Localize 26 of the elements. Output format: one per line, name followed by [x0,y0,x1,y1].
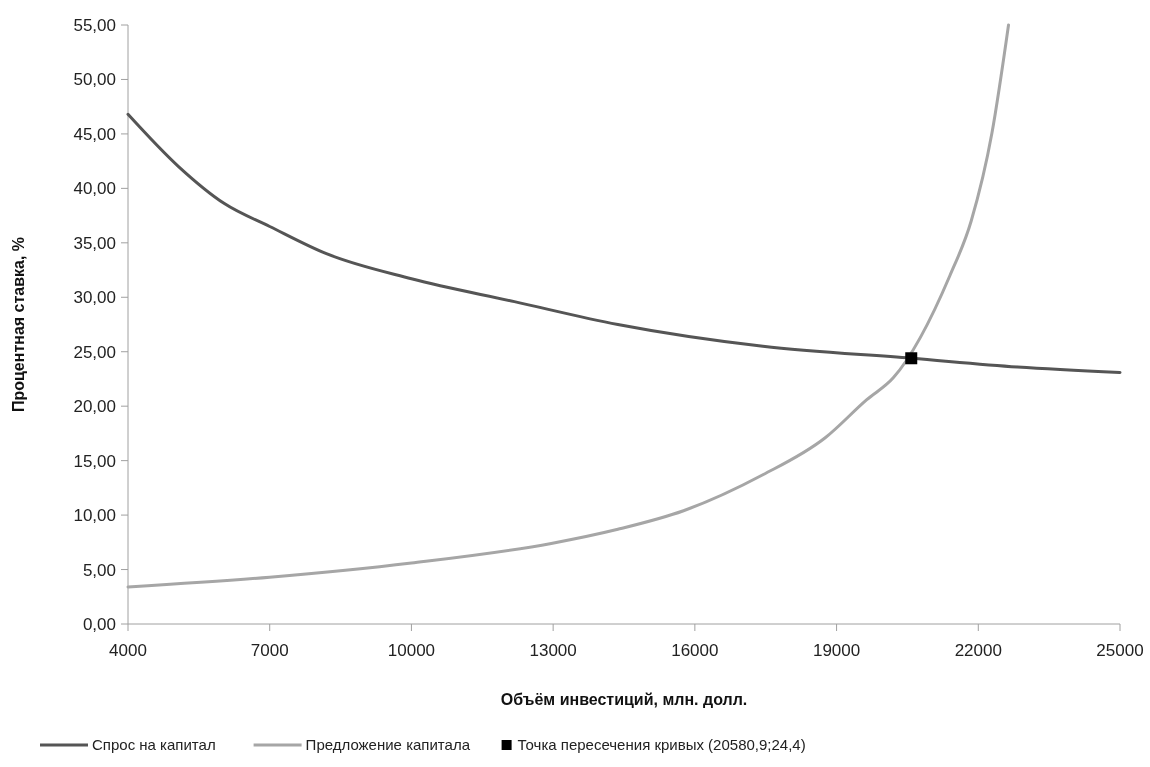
y-tick-label: 25,00 [73,342,116,362]
x-tick-label: 19000 [812,641,861,660]
y-tick-label: 10,00 [73,506,116,526]
y-tick-label: 40,00 [73,179,116,199]
x-tick-label: 10000 [387,641,436,660]
legend-label: Спрос на капитал [92,736,216,753]
x-tick-label: 7000 [250,641,289,660]
y-tick-label: 15,00 [73,451,116,471]
x-tick-label: 22000 [954,641,1002,660]
y-tick-label: 5,00 [82,560,116,580]
line-series [126,112,1122,374]
x-tick-label: 16000 [671,641,719,660]
legend-label: Предложение капитала [305,736,471,753]
x-tick-label: 25000 [1096,641,1144,660]
y-tick-label: 35,00 [73,233,116,253]
x-tick-label: 4000 [109,641,147,660]
y-tick-label: 45,00 [73,124,116,144]
y-tick-label: 50,00 [73,70,116,90]
y-tick-label: 30,00 [73,288,116,308]
y-tick-label: 0,00 [82,615,116,634]
y-axis-title: Процентная ставка, % [10,236,27,413]
legend-label: Точка пересечения кривых (20580,9;24,4) [517,736,806,753]
x-axis-title: Объём инвестиций, млн. долл. [500,691,748,708]
y-tick-label: 20,00 [73,397,116,417]
y-tick-label: 55,00 [73,16,116,35]
x-tick-label: 13000 [529,641,577,660]
